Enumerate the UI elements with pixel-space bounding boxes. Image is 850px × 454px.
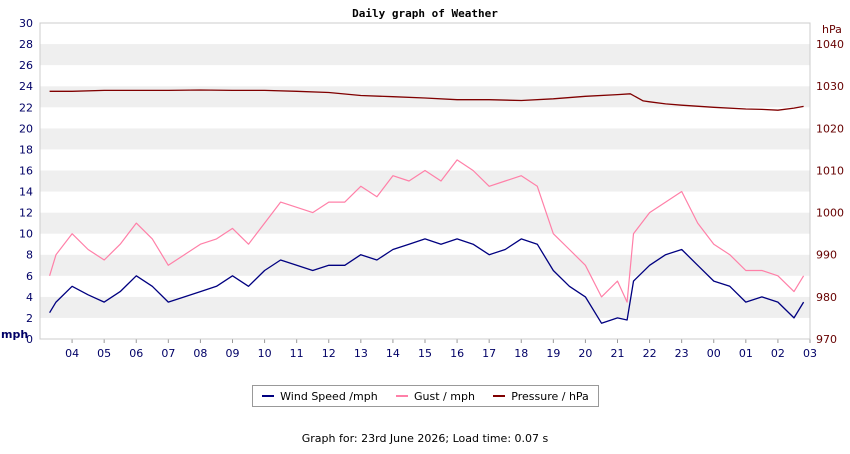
grid-band [40, 65, 810, 87]
legend-item-wind: Wind Speed /mph [262, 390, 378, 403]
right-tick-label: 980 [816, 291, 837, 304]
left-tick-label: 30 [19, 17, 33, 30]
x-tick-label: 09 [226, 347, 240, 360]
pressure-swatch [493, 395, 506, 397]
left-tick-label: 18 [19, 143, 33, 156]
x-tick-label: 03 [803, 347, 817, 360]
grid-band [40, 170, 810, 192]
chart-legend: Wind Speed /mph Gust / mph Pressure / hP… [252, 385, 599, 407]
x-tick-label: 12 [322, 347, 336, 360]
legend-label-gust: Gust / mph [414, 389, 475, 403]
x-tick-label: 08 [193, 347, 207, 360]
x-tick-label: 18 [514, 347, 528, 360]
chart-title: Daily graph of Weather [352, 7, 498, 20]
left-axis-unit: mph [1, 328, 28, 341]
wind-speed-line [49, 238, 805, 324]
left-tick-label: 10 [19, 228, 33, 241]
left-tick-label: 24 [19, 80, 33, 93]
x-tick-label: 10 [258, 347, 272, 360]
wind-swatch [262, 395, 275, 397]
x-tick-label: 20 [578, 347, 592, 360]
grid-band [40, 23, 810, 45]
right-axis-unit: hPa [822, 23, 842, 36]
x-tick-label: 06 [129, 347, 143, 360]
grid-band [40, 254, 810, 276]
gust-line [49, 159, 805, 303]
right-tick-label: 1020 [816, 122, 844, 135]
x-tick-label: 22 [643, 347, 657, 360]
x-tick-label: 07 [161, 347, 175, 360]
footer-text: Graph for: 23rd June 2026; Load time: 0.… [301, 432, 549, 445]
pressure-line [49, 89, 804, 111]
x-tick-label: 00 [707, 347, 721, 360]
x-tick-label: 01 [739, 347, 753, 360]
left-tick-label: 2 [26, 312, 33, 325]
x-tick-label: 17 [482, 347, 496, 360]
legend-item-gust: Gust / mph [396, 390, 475, 403]
left-tick-label: 0 [26, 333, 33, 346]
x-tick-label: 19 [546, 347, 560, 360]
x-tick-label: 04 [65, 347, 79, 360]
grid-band [40, 191, 810, 213]
legend-label-pressure: Pressure / hPa [511, 389, 589, 403]
left-tick-label: 14 [19, 186, 33, 199]
grid-band [40, 107, 810, 129]
left-tick-label: 4 [26, 291, 33, 304]
left-tick-label: 22 [19, 101, 33, 114]
x-tick-label: 16 [450, 347, 464, 360]
right-tick-label: 1010 [816, 164, 844, 177]
right-tick-label: 1030 [816, 80, 844, 93]
grid-band [40, 317, 810, 339]
right-tick-label: 990 [816, 249, 837, 262]
left-tick-label: 20 [19, 122, 33, 135]
legend-label-wind: Wind Speed /mph [280, 389, 378, 403]
gust-swatch [396, 395, 409, 397]
right-tick-label: 1000 [816, 207, 844, 220]
x-tick-label: 23 [675, 347, 689, 360]
grid-band [40, 44, 810, 66]
left-tick-label: 16 [19, 164, 33, 177]
x-tick-label: 15 [418, 347, 432, 360]
grid-band [40, 86, 810, 108]
plot-frame [39, 22, 811, 340]
left-tick-label: 6 [26, 270, 33, 283]
grid-band [40, 128, 810, 150]
left-tick-label: 28 [19, 38, 33, 51]
x-tick-label: 11 [290, 347, 304, 360]
x-tick-label: 05 [97, 347, 111, 360]
left-tick-label: 8 [26, 249, 33, 262]
right-tick-label: 970 [816, 333, 837, 346]
x-tick-label: 02 [771, 347, 785, 360]
grid-band [40, 233, 810, 255]
x-tick-label: 13 [354, 347, 368, 360]
grid-band [40, 275, 810, 297]
legend-item-pressure: Pressure / hPa [493, 390, 589, 403]
left-tick-label: 12 [19, 207, 33, 220]
right-tick-label: 1040 [816, 38, 844, 51]
left-tick-label: 26 [19, 59, 33, 72]
x-tick-label: 21 [611, 347, 625, 360]
grid-band [40, 296, 810, 318]
x-tick-label: 14 [386, 347, 400, 360]
grid-band [40, 149, 810, 171]
